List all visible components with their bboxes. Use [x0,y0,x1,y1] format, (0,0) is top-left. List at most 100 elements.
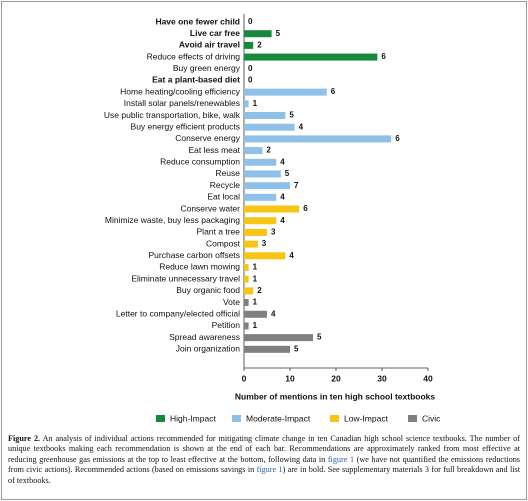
category-label: Reuse [215,168,240,178]
bar [244,100,249,108]
textbook-count-label: 0 [248,17,253,26]
legend-label: High-Impact [170,413,216,423]
textbook-count-label: 1 [253,298,258,307]
textbook-count-label: 6 [381,52,386,61]
textbook-count-label: 4 [280,192,285,201]
category-label: Spread awareness [169,332,240,342]
textbook-count-label: 5 [289,111,294,120]
category-label: Reduce consumption [160,157,240,167]
category-label: Minimize waste, buy less packaging [105,215,240,225]
category-label: Buy energy efficient products [131,121,240,131]
legend-swatch [232,415,241,422]
textbook-count-label: 2 [266,146,271,155]
x-tick-label: 20 [331,373,341,383]
textbook-count-label: 5 [276,29,281,38]
textbook-count-label: 1 [253,321,258,330]
textbook-count-label: 7 [294,181,299,190]
bar [244,182,290,190]
category-label: Eliminate unnecessary travel [131,273,240,283]
legend-label: Low-Impact [344,413,389,423]
caption-text: (we have not quantified the emissions re… [8,454,520,475]
category-label: Vote [223,297,240,307]
textbook-count-label: 0 [248,64,253,73]
category-label: Petition [212,320,241,330]
bar [244,205,300,213]
legend-label: Civic [422,413,441,423]
bar [244,252,286,260]
textbook-count-label: 4 [280,157,285,166]
textbook-count-label: 1 [253,99,258,108]
bar [244,112,286,120]
x-axis-title: Number of mentions in ten high school te… [235,391,436,401]
bar [244,158,277,166]
textbook-count-label: 5 [317,333,322,342]
bar [244,275,249,283]
caption-text: An analysis of individual actions recomm… [8,434,520,464]
bar [244,299,249,307]
category-label: Purchase carbon offsets [148,250,240,260]
category-label: Home heating/cooling efficiency [120,86,241,96]
textbook-count-label: 2 [257,40,262,49]
bar [244,30,272,38]
bar [244,322,249,330]
bar [244,334,313,342]
textbook-count-label: 5 [285,169,290,178]
category-label: Buy organic food [176,285,240,295]
caption-link[interactable]: figure 1 [327,454,355,464]
textbook-count-label: 4 [271,309,276,318]
category-label: Compost [206,238,241,248]
caption-text: ) are in bold. See supplementary materia… [8,465,520,485]
bar [244,240,258,248]
textbook-count-label: 2 [257,286,262,295]
bar [244,135,392,143]
textbook-count-label: 6 [331,87,336,96]
textbook-count-label: 1 [253,263,258,272]
bar [244,193,277,201]
bar [244,217,277,225]
legend-label: Moderate-Impact [246,413,311,423]
textbook-count-label: 3 [262,239,267,248]
category-label: Buy green energy [173,63,241,73]
caption-label: Figure 2. [8,434,41,443]
legend-swatch [330,415,339,422]
category-label: Recycle [210,180,241,190]
category-label: Avoid air travel [179,40,240,50]
category-label: Eat less meat [189,145,241,155]
category-label: Reduce lawn mowing [159,262,240,272]
legend-swatch [408,415,417,422]
bar [244,88,327,96]
textbook-count-label: 4 [280,216,285,225]
textbook-count-label: 6 [395,134,400,143]
bar [244,310,267,318]
caption: Figure 2. An analysis of individual acti… [8,434,520,486]
textbook-count-label: 1 [253,274,258,283]
textbook-count-label: 4 [299,122,304,131]
bar [244,287,254,295]
bar [244,228,267,236]
bar [244,41,254,49]
category-label: Eat a plant-based diet [152,75,240,85]
category-label: Install solar panels/renewables [124,98,240,108]
textbook-count-label: 5 [294,344,299,353]
category-label: Live car free [190,28,240,38]
bar [244,345,290,353]
bar [244,147,263,155]
bar [244,123,295,131]
x-tick-label: 0 [242,373,247,383]
category-label: Have one fewer child [155,16,240,26]
category-label: Letter to company/elected official [116,309,240,319]
category-label: Plant a tree [197,227,241,237]
textbook-count-label: 3 [271,228,276,237]
category-label: Conserve water [180,203,240,213]
textbook-count-label: 0 [248,76,253,85]
category-label: Eat local [207,192,240,202]
bar [244,263,249,271]
bar [244,53,378,61]
x-tick-label: 40 [423,373,433,383]
caption-link[interactable]: figure 1 [256,465,283,475]
chart: Number of mentions in ten high school te… [104,14,441,423]
textbook-count-label: 6 [303,204,308,213]
category-label: Join organization [176,344,241,354]
category-label: Use public transportation, bike, walk [104,110,241,120]
